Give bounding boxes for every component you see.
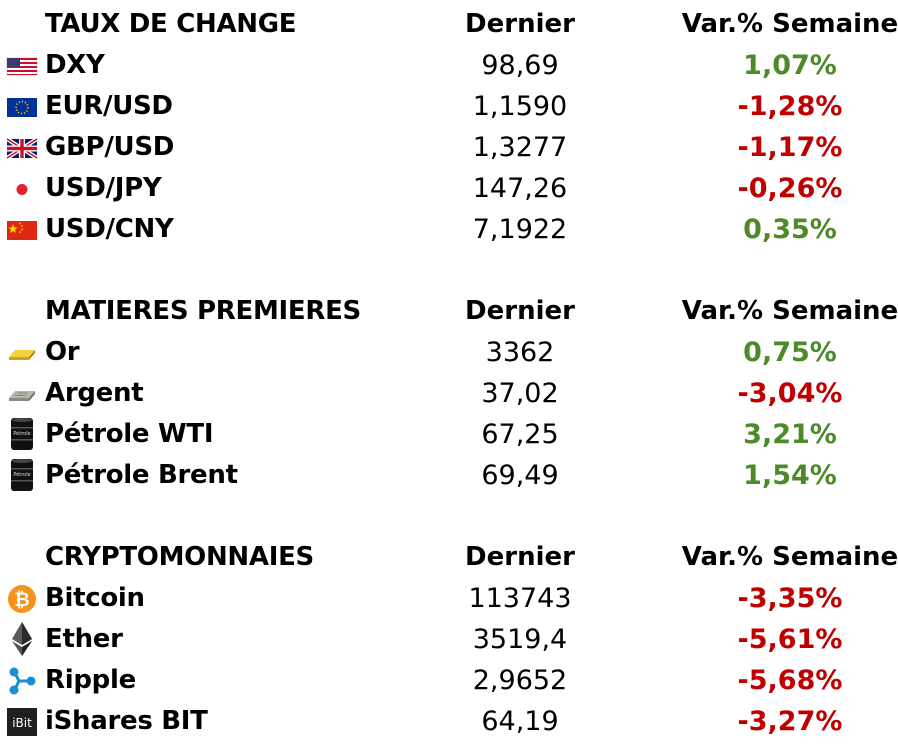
table-row: EUR/USD 1,1590 -1,28% xyxy=(0,86,898,127)
china-flag-icon xyxy=(6,215,38,245)
last-value: 3362 xyxy=(485,337,555,368)
table-row: Argent 37,02 -3,04% xyxy=(0,373,898,414)
uk-flag-icon xyxy=(6,133,38,163)
svg-text:Pétrole: Pétrole xyxy=(13,430,30,437)
weekly-change: -0,26% xyxy=(737,173,843,204)
oil-barrel-icon: Pétrole xyxy=(6,418,38,450)
section-header: CRYPTOMONNAIES Dernier Var.% Semaine xyxy=(0,537,898,578)
weekly-change: 0,35% xyxy=(743,214,837,245)
instrument-name: Or xyxy=(45,337,80,367)
last-value: 3519,4 xyxy=(472,624,568,655)
bitcoin-icon: ₿ xyxy=(6,584,38,614)
weekly-change: -1,28% xyxy=(737,91,843,122)
table-row: Ether 3519,4 -5,61% xyxy=(0,619,898,660)
instrument-name: iShares BIT xyxy=(45,706,208,736)
weekly-change: 1,54% xyxy=(743,460,837,491)
weekly-change: -5,68% xyxy=(737,665,843,696)
weekly-change: -1,17% xyxy=(737,132,843,163)
table-row: iBit iShares BIT 64,19 -3,27% xyxy=(0,701,898,742)
section-title: TAUX DE CHANGE xyxy=(45,9,297,39)
last-value: 7,1922 xyxy=(472,214,568,245)
table-row: Or 3362 0,75% xyxy=(0,332,898,373)
weekly-change: -5,61% xyxy=(737,624,843,655)
table-row: Ripple 2,9652 -5,68% xyxy=(0,660,898,701)
section-header: TAUX DE CHANGE Dernier Var.% Semaine xyxy=(0,4,898,45)
last-value: 147,26 xyxy=(472,173,568,204)
last-value: 2,9652 xyxy=(472,665,568,696)
section-commodities: MATIERES PREMIERES Dernier Var.% Semaine… xyxy=(0,291,898,496)
instrument-name: Pétrole Brent xyxy=(45,460,238,490)
column-header-last: Dernier xyxy=(465,542,575,572)
column-header-var: Var.% Semaine xyxy=(681,296,898,326)
last-value: 1,1590 xyxy=(472,91,568,122)
weekly-change: 3,21% xyxy=(743,419,837,450)
gold-bar-icon xyxy=(6,338,38,368)
section-title: MATIERES PREMIERES xyxy=(45,296,361,326)
weekly-change: -3,35% xyxy=(737,583,843,614)
weekly-change: 0,75% xyxy=(743,337,837,368)
last-value: 37,02 xyxy=(481,378,559,409)
svg-text:iBit: iBit xyxy=(12,716,32,730)
weekly-change: -3,04% xyxy=(737,378,843,409)
section-title: CRYPTOMONNAIES xyxy=(45,542,314,572)
table-row: USD/CNY 7,1922 0,35% xyxy=(0,209,898,250)
table-row: GBP/USD 1,3277 -1,17% xyxy=(0,127,898,168)
silver-bar-icon xyxy=(6,379,38,409)
svg-text:₿: ₿ xyxy=(14,589,29,611)
column-header-last: Dernier xyxy=(465,9,575,39)
instrument-name: USD/CNY xyxy=(45,214,174,244)
oil-barrel-icon: Pétrole xyxy=(6,459,38,491)
instrument-name: GBP/USD xyxy=(45,132,175,162)
instrument-name: Argent xyxy=(45,378,144,408)
table-row: DXY 98,69 1,07% xyxy=(0,45,898,86)
table-row: USD/JPY 147,26 -0,26% xyxy=(0,168,898,209)
instrument-name: Ether xyxy=(45,624,123,654)
table-row: Pétrole Pétrole Brent 69,49 1,54% xyxy=(0,455,898,496)
column-header-var: Var.% Semaine xyxy=(681,9,898,39)
last-value: 64,19 xyxy=(481,706,559,737)
last-value: 69,49 xyxy=(481,460,559,491)
table-row: Pétrole Pétrole WTI 67,25 3,21% xyxy=(0,414,898,455)
column-header-var: Var.% Semaine xyxy=(681,542,898,572)
instrument-name: Ripple xyxy=(45,665,136,695)
table-row: ₿ Bitcoin 113743 -3,35% xyxy=(0,578,898,619)
section-crypto: CRYPTOMONNAIES Dernier Var.% Semaine ₿ B… xyxy=(0,537,898,742)
ishares-bit-icon: iBit xyxy=(6,707,38,737)
japan-flag-icon xyxy=(6,174,38,204)
last-value: 98,69 xyxy=(481,50,559,81)
us-flag-icon xyxy=(6,51,38,81)
instrument-name: DXY xyxy=(45,50,105,80)
ripple-icon xyxy=(6,666,38,696)
svg-text:Pétrole: Pétrole xyxy=(13,471,30,478)
eu-flag-icon xyxy=(6,92,38,122)
instrument-name: USD/JPY xyxy=(45,173,162,203)
section-fx: TAUX DE CHANGE Dernier Var.% Semaine DXY… xyxy=(0,4,898,250)
instrument-name: Bitcoin xyxy=(45,583,145,613)
instrument-name: EUR/USD xyxy=(45,91,173,121)
last-value: 67,25 xyxy=(481,419,559,450)
instrument-name: Pétrole WTI xyxy=(45,419,214,449)
column-header-last: Dernier xyxy=(465,296,575,326)
weekly-change: 1,07% xyxy=(743,50,837,81)
last-value: 113743 xyxy=(468,583,572,614)
ether-icon xyxy=(6,622,38,656)
section-header: MATIERES PREMIERES Dernier Var.% Semaine xyxy=(0,291,898,332)
weekly-change: -3,27% xyxy=(737,706,843,737)
last-value: 1,3277 xyxy=(472,132,568,163)
